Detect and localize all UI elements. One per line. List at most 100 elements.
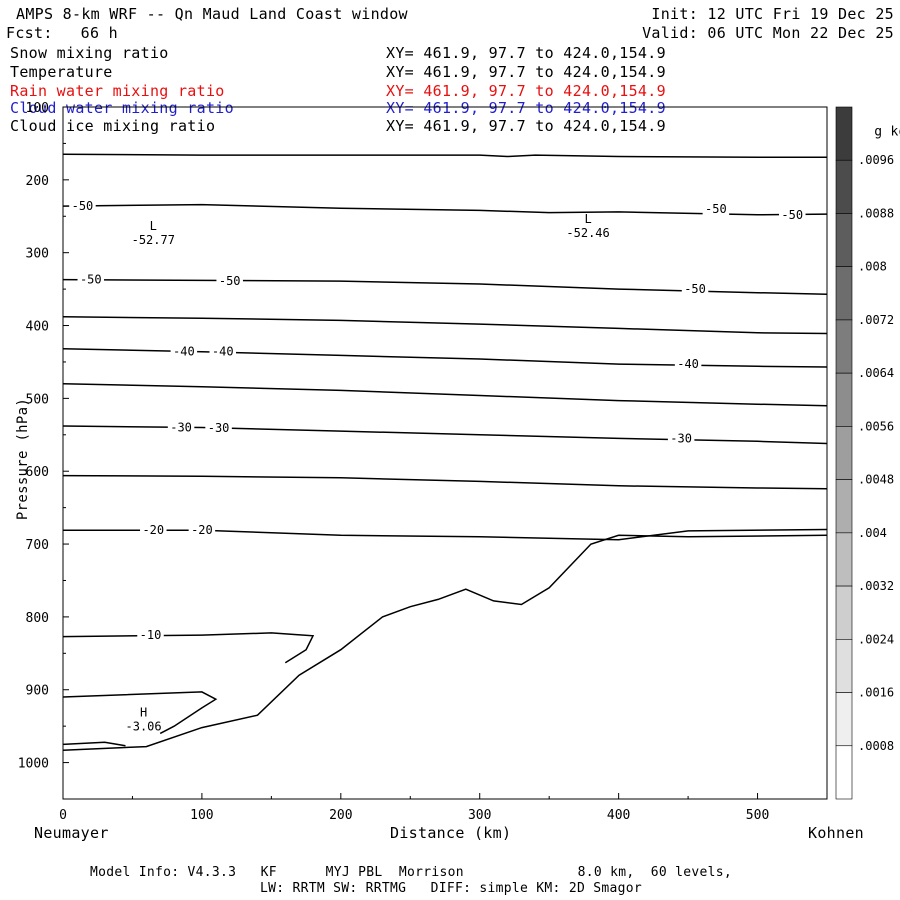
- isotherm-contour: [62, 153, 827, 159]
- isotherm-contour: [62, 383, 828, 407]
- contour-label-bg: [170, 344, 198, 359]
- colorbar-swatch: [835, 532, 853, 587]
- colorbar-label: .0008: [858, 739, 894, 753]
- model-info-line1: Model Info: V4.3.3 KF MYJ PBL Morrison 8…: [90, 865, 733, 880]
- extremum-value: -3.06: [126, 720, 162, 734]
- contour-label: -50: [72, 199, 94, 213]
- y-tick-label: 1000: [18, 757, 49, 772]
- plot-frame: [62, 106, 828, 800]
- field-name: Temperature: [10, 63, 113, 81]
- contour-label-bg: [667, 431, 695, 446]
- valid-time: Valid: 06 UTC Mon 22 Dec 25: [642, 24, 894, 42]
- colorbar-swatch: [835, 585, 853, 640]
- extremum-value: -52.77: [132, 233, 175, 247]
- field-xy: XY= 461.9, 97.7 to 424.0,154.9: [386, 63, 666, 81]
- contour-label-bg: [137, 628, 164, 643]
- contour-label: -40: [677, 357, 699, 371]
- colorbar-label: .004: [858, 526, 887, 540]
- x-tick-label: 100: [190, 808, 213, 823]
- contour-label: -50: [684, 282, 706, 296]
- forecast-hour: Fcst: 66 h: [6, 24, 118, 42]
- contour-label-bg: [216, 274, 243, 289]
- contour-label: -50: [80, 273, 102, 287]
- contour-label-bg: [681, 282, 709, 297]
- isotherm-contour: [62, 316, 828, 335]
- x-tick-label: 200: [329, 808, 352, 823]
- contour-label-bg: [779, 207, 806, 222]
- contour-label: -10: [140, 628, 162, 642]
- colorbar-label: .0088: [858, 206, 894, 220]
- isotherm-contour: [62, 691, 218, 735]
- colorbar-swatch: [835, 639, 853, 693]
- isotherm-contour: [62, 348, 828, 368]
- x-axis-title: Distance (km): [390, 824, 512, 842]
- colorbar-swatch: [835, 266, 853, 321]
- y-tick-label: 900: [26, 684, 49, 699]
- field-name: Cloud water mixing ratio: [10, 99, 234, 117]
- y-tick-label: 300: [26, 247, 49, 262]
- contour-label-bg: [140, 523, 167, 538]
- contour-label-bg: [69, 199, 96, 214]
- init-time: Init: 12 UTC Fri 19 Dec 25: [651, 5, 894, 23]
- colorbar-swatch: [835, 213, 853, 267]
- colorbar-swatch: [835, 426, 853, 480]
- contour-label-bg: [188, 523, 216, 538]
- colorbar-label: .0048: [858, 473, 894, 487]
- colorbar-swatch: [835, 106, 853, 161]
- x-tick-label: 300: [468, 808, 491, 823]
- y-tick-label: 100: [26, 101, 49, 116]
- field-xy: XY= 461.9, 97.7 to 424.0,154.9: [386, 82, 666, 100]
- right-endpoint-label: Kohnen: [808, 824, 864, 842]
- model-info-line2: LW: RRTM SW: RRTMG DIFF: simple KM: 2D S…: [260, 881, 642, 896]
- field-xy: XY= 461.9, 97.7 to 424.0,154.9: [386, 117, 666, 135]
- colorbar-label: .0096: [858, 153, 894, 167]
- contour-label: -50: [781, 208, 803, 222]
- isotherm-contour: [62, 278, 828, 295]
- field-name: Cloud ice mixing ratio: [10, 117, 216, 135]
- colorbar-swatch: [835, 159, 853, 214]
- y-tick-label: 400: [26, 320, 49, 335]
- contour-label-bg: [167, 420, 195, 435]
- field-name: Snow mixing ratio: [10, 44, 169, 62]
- colorbar-units-text: g kg: [874, 124, 900, 140]
- y-tick-label: 200: [26, 174, 49, 189]
- extremum-marker: H: [140, 706, 147, 720]
- contour-label: -40: [212, 345, 234, 359]
- y-tick-label: 800: [26, 611, 49, 626]
- extremum-value: -52.46: [566, 226, 609, 240]
- field-xy: XY= 461.9, 97.7 to 424.0,154.9: [386, 99, 666, 117]
- contour-label: -20: [191, 523, 213, 537]
- contour-label-bg: [209, 344, 236, 359]
- contour-label-bg: [674, 357, 702, 372]
- colorbar-swatch: [835, 319, 853, 374]
- isotherm-contour: [62, 474, 828, 490]
- colorbar-swatch: [835, 692, 853, 747]
- contour-label-bg: [77, 272, 105, 287]
- colorbar-label: .008: [858, 260, 887, 274]
- y-tick-label: 500: [26, 392, 49, 407]
- colorbar-swatch: [835, 745, 853, 800]
- colorbar-label: .0064: [858, 366, 894, 380]
- contour-label-bg: [702, 201, 730, 216]
- isotherm-contour: [63, 528, 828, 541]
- y-tick-label: 600: [26, 465, 49, 480]
- colorbar-swatch: [835, 479, 853, 534]
- x-tick-label: 400: [607, 808, 630, 823]
- isotherm-contour: [62, 203, 828, 216]
- isotherm-contour: [62, 425, 828, 445]
- colorbar-label: .0072: [858, 313, 894, 327]
- x-tick-label: 500: [746, 808, 769, 823]
- colorbar-label: .0024: [858, 632, 894, 646]
- contour-label: -30: [208, 421, 230, 435]
- left-endpoint-label: Neumayer: [34, 824, 109, 842]
- field-name: Rain water mixing ratio: [10, 82, 225, 100]
- colorbar-label: .0016: [858, 686, 894, 700]
- contour-label: -40: [173, 345, 195, 359]
- extremum-marker: L: [584, 212, 591, 226]
- y-axis-title: Pressure (hPa): [15, 397, 32, 521]
- colorbar-swatch: [835, 372, 853, 427]
- contour-label: -50: [219, 274, 241, 288]
- x-tick-label: 0: [59, 808, 67, 823]
- chart-title: AMPS 8-km WRF -- Qn Maud Land Coast wind…: [16, 5, 408, 23]
